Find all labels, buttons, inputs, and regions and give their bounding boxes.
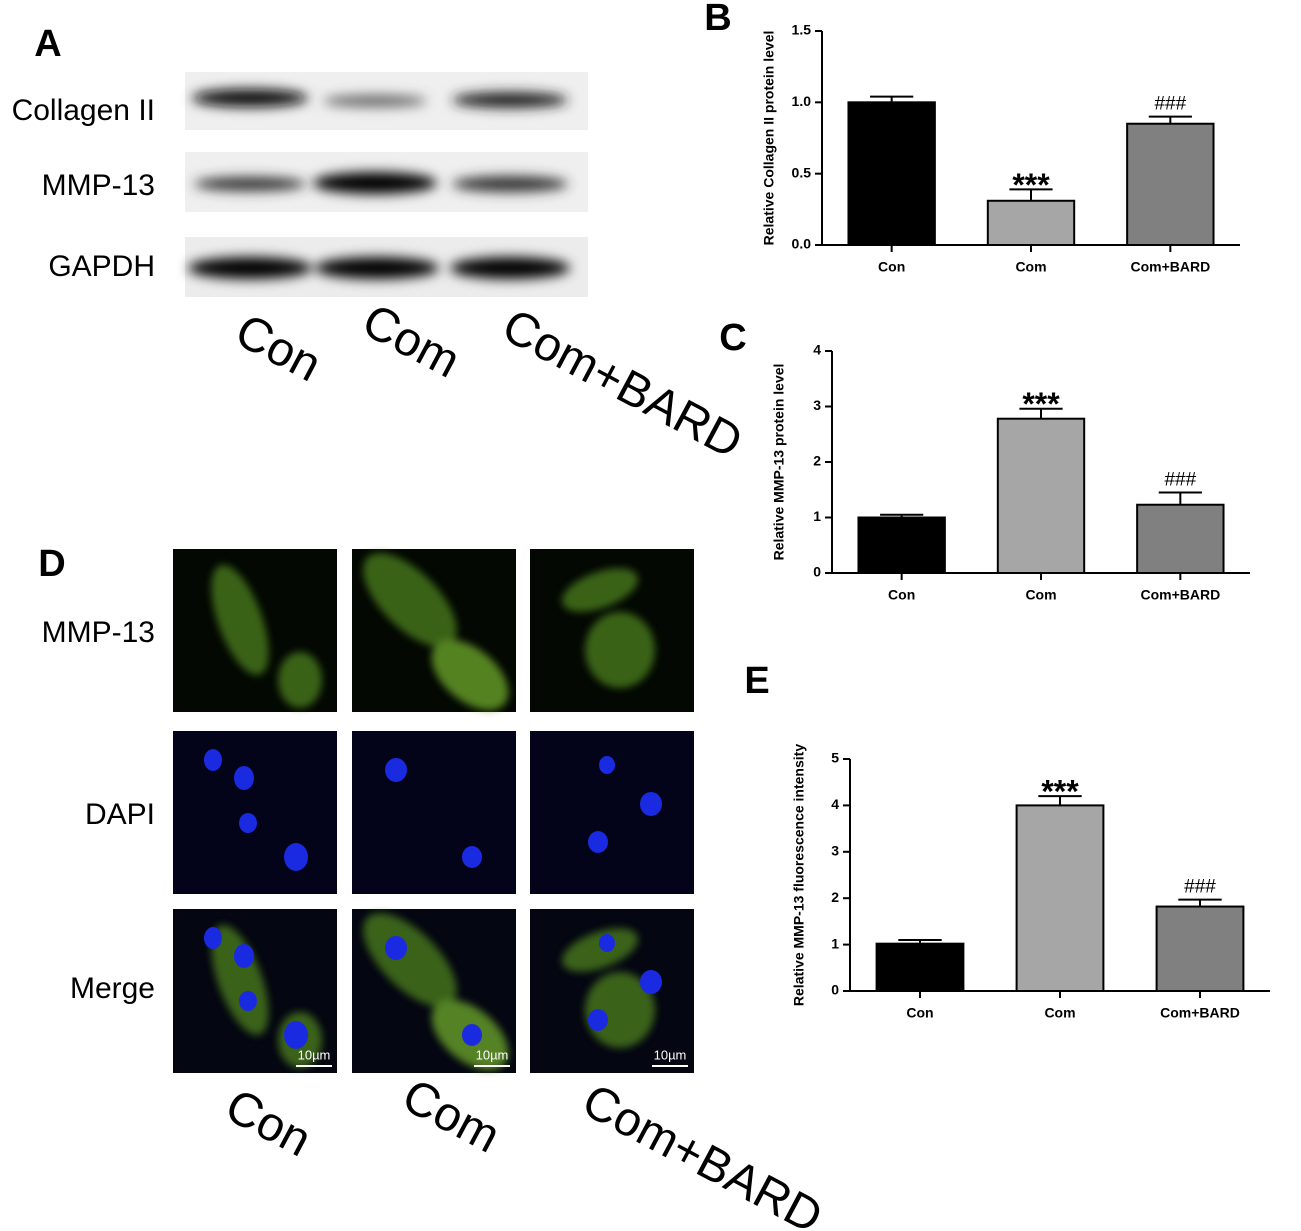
bar bbox=[996, 417, 1086, 574]
bar bbox=[875, 942, 965, 992]
significance-label: *** bbox=[1022, 386, 1060, 422]
significance-label: ### bbox=[1154, 94, 1186, 115]
scale-bar-label: 10µm bbox=[654, 1047, 687, 1062]
error-bar bbox=[1178, 898, 1222, 907]
error-bar bbox=[1019, 407, 1063, 419]
y-tick-label: 1.5 bbox=[792, 22, 812, 38]
y-axis-label: Relative Collagen II protein level bbox=[761, 31, 777, 246]
y-tick-label: 3 bbox=[831, 843, 839, 859]
error-bar bbox=[1148, 115, 1192, 124]
y-tick-label: 1.0 bbox=[792, 93, 812, 109]
blot-column-label: Com+BARD bbox=[494, 299, 751, 469]
y-tick-label: 1 bbox=[813, 508, 821, 524]
microscopy-row-label: DAPI bbox=[85, 798, 155, 831]
y-tick-label: 4 bbox=[813, 342, 821, 358]
blot-row-label: GAPDH bbox=[48, 250, 155, 283]
y-tick-label: 0.0 bbox=[792, 236, 812, 252]
y-tick-label: 3 bbox=[813, 397, 821, 413]
bar bbox=[1136, 503, 1225, 574]
x-tick-label: Com+BARD bbox=[1160, 1005, 1240, 1021]
x-tick-label: Com bbox=[1015, 259, 1046, 275]
blot-column-label: Com bbox=[354, 294, 468, 388]
x-tick-label: Con bbox=[906, 1005, 933, 1021]
microscopy-row-label: MMP-13 bbox=[42, 616, 155, 649]
y-tick-label: 0 bbox=[813, 564, 821, 580]
y-tick-label: 2 bbox=[831, 889, 839, 905]
y-axis-label: Relative MMP-13 protein level bbox=[771, 364, 787, 561]
bar bbox=[847, 101, 936, 247]
panel-label: D bbox=[38, 543, 65, 585]
x-tick-label: Com bbox=[1044, 1005, 1075, 1021]
error-bar bbox=[1009, 188, 1053, 201]
y-tick-label: 4 bbox=[831, 796, 839, 812]
x-tick-label: Con bbox=[888, 587, 915, 603]
microscopy-column-label: Con bbox=[217, 1079, 320, 1167]
y-tick-label: 5 bbox=[831, 750, 839, 766]
error-bar bbox=[880, 513, 924, 518]
significance-label: *** bbox=[1041, 774, 1079, 810]
panel-label: C bbox=[719, 317, 746, 359]
x-tick-label: Con bbox=[878, 259, 905, 275]
y-tick-label: 0 bbox=[831, 982, 839, 998]
error-bar bbox=[1158, 491, 1202, 505]
blot-column-label: Con bbox=[227, 304, 330, 392]
error-bar bbox=[1038, 795, 1082, 806]
y-axis-label: Relative MMP-13 fluorescence intensity bbox=[791, 744, 807, 1006]
y-tick-label: 2 bbox=[813, 453, 821, 469]
bar bbox=[1155, 905, 1245, 992]
significance-label: ### bbox=[1184, 877, 1216, 898]
bar bbox=[857, 516, 946, 574]
bar bbox=[1015, 804, 1105, 993]
significance-label: *** bbox=[1012, 167, 1050, 203]
panel-label: B bbox=[704, 0, 731, 39]
blot-row-label: Collagen II bbox=[12, 94, 155, 127]
error-bar bbox=[898, 938, 942, 944]
bar bbox=[986, 199, 1076, 246]
blot-image bbox=[185, 72, 588, 297]
bar bbox=[1126, 122, 1215, 246]
x-tick-label: Com+BARD bbox=[1140, 587, 1220, 603]
microscopy-column-label: Com bbox=[394, 1069, 508, 1163]
y-tick-label: 0.5 bbox=[792, 164, 812, 180]
x-tick-label: Com+BARD bbox=[1130, 259, 1210, 275]
panel-label: A bbox=[34, 23, 61, 65]
x-tick-label: Com bbox=[1025, 587, 1056, 603]
microscopy-column-label: Com+BARD bbox=[574, 1074, 831, 1231]
microscopy-image bbox=[173, 549, 694, 1073]
blot-row-label: MMP-13 bbox=[42, 169, 155, 202]
y-tick-label: 1 bbox=[831, 935, 839, 951]
scale-bar-label: 10µm bbox=[298, 1047, 331, 1062]
microscopy-row-label: Merge bbox=[70, 972, 155, 1005]
scale-bar-label: 10µm bbox=[476, 1047, 509, 1062]
significance-label: ### bbox=[1164, 470, 1196, 491]
panel-label: E bbox=[744, 660, 769, 702]
error-bar bbox=[870, 95, 914, 103]
